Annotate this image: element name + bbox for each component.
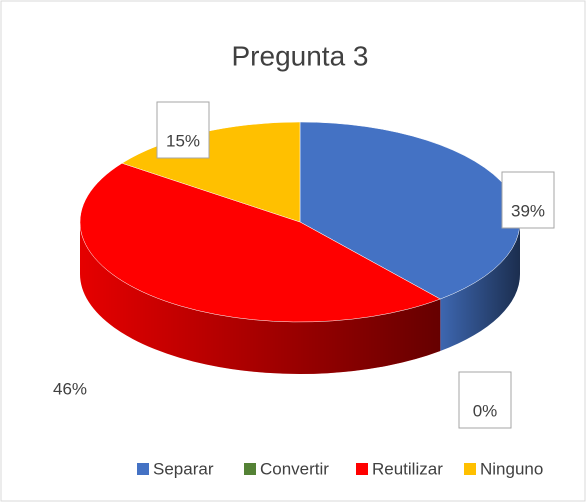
slice-side-shade xyxy=(80,222,441,374)
legend-label: Convertir xyxy=(260,459,329,478)
chart-title: Pregunta 3 xyxy=(232,40,369,71)
legend-label: Separar xyxy=(153,459,214,478)
data-label: 39% xyxy=(511,201,545,220)
legend-label: Ninguno xyxy=(480,459,543,478)
legend-swatch xyxy=(137,463,149,475)
label-box xyxy=(458,371,512,429)
slice xyxy=(79,162,441,323)
label-box xyxy=(156,101,210,159)
legend-swatch xyxy=(464,463,476,475)
label-box xyxy=(501,171,555,229)
data-label: 46% xyxy=(53,379,87,398)
legend-label: Reutilizar xyxy=(372,459,443,478)
legend-swatch xyxy=(244,463,256,475)
data-label: 0% xyxy=(473,401,498,420)
slice-side-shade xyxy=(440,222,520,352)
data-label: 15% xyxy=(166,131,200,150)
legend-swatch xyxy=(356,463,368,475)
